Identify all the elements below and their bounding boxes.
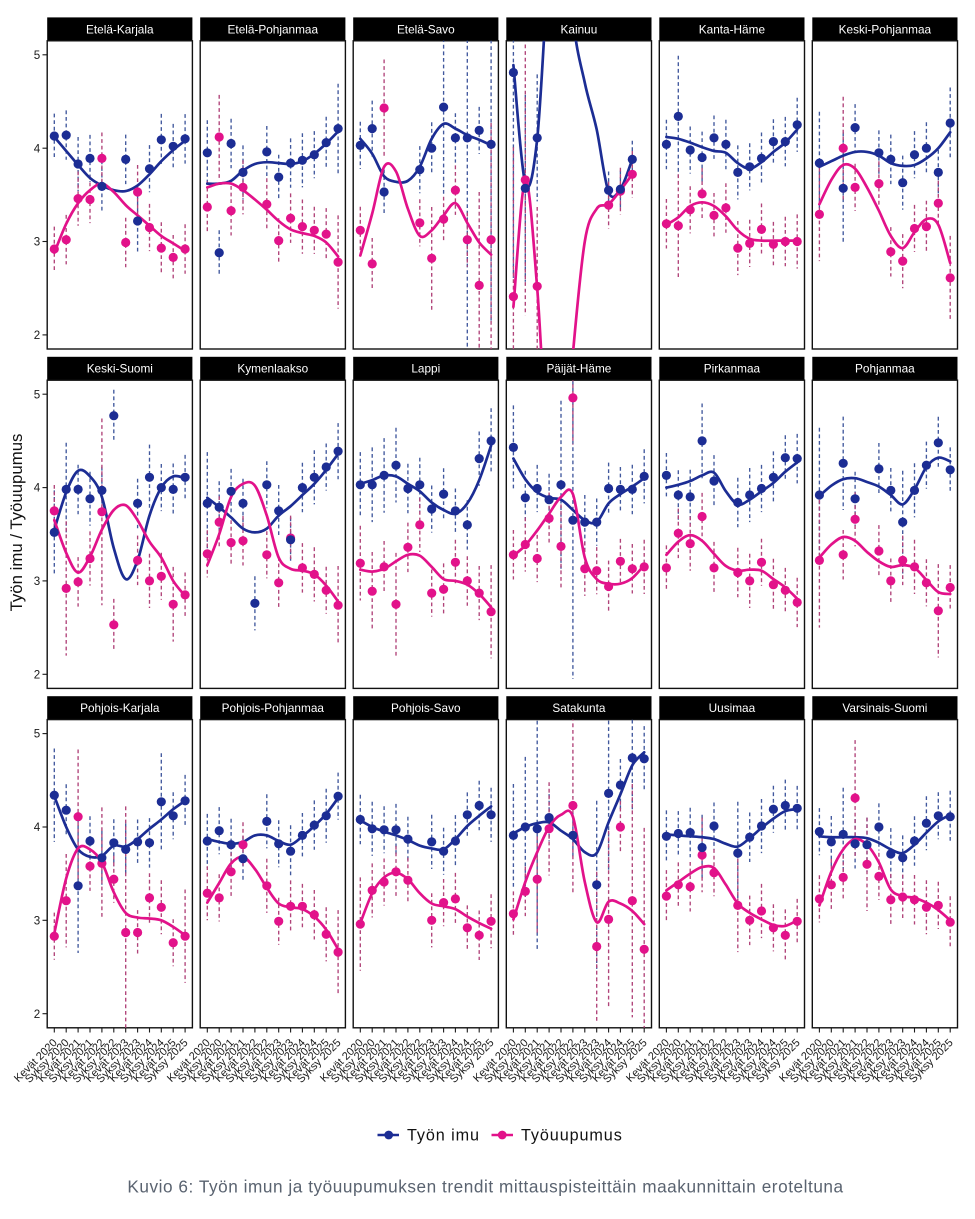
svg-text:Keski-Pohjanmaa: Keski-Pohjanmaa — [839, 22, 932, 36]
svg-text:Etelä-Savo: Etelä-Savo — [397, 22, 455, 36]
svg-text:4: 4 — [34, 142, 41, 155]
svg-text:Etelä-Karjala: Etelä-Karjala — [86, 22, 154, 36]
svg-text:Kuvio 6: Työn imun ja työuupum: Kuvio 6: Työn imun ja työuupumuksen tren… — [127, 1177, 843, 1197]
svg-text:5: 5 — [34, 388, 40, 401]
svg-text:Uusimaa: Uusimaa — [709, 701, 756, 715]
svg-text:Kymenlaakso: Kymenlaakso — [237, 362, 308, 376]
svg-text:4: 4 — [34, 482, 41, 495]
svg-text:2: 2 — [34, 668, 40, 681]
svg-text:Työn imu / Työuupumus: Työn imu / Työuupumus — [7, 434, 26, 612]
svg-text:5: 5 — [34, 728, 40, 741]
svg-text:Työn imu: Työn imu — [407, 1127, 480, 1145]
svg-text:Työuupumus: Työuupumus — [521, 1127, 623, 1145]
svg-text:3: 3 — [34, 575, 40, 588]
svg-text:Varsinais-Suomi: Varsinais-Suomi — [842, 701, 927, 715]
svg-text:Pirkanmaa: Pirkanmaa — [704, 362, 761, 376]
svg-text:3: 3 — [34, 236, 40, 249]
svg-text:4: 4 — [34, 821, 41, 834]
svg-text:Pohjanmaa: Pohjanmaa — [855, 362, 915, 376]
svg-text:Kainuu: Kainuu — [561, 22, 598, 36]
svg-text:Etelä-Pohjanmaa: Etelä-Pohjanmaa — [228, 22, 319, 36]
svg-text:Pohjois-Savo: Pohjois-Savo — [391, 701, 461, 715]
svg-text:Lappi: Lappi — [411, 362, 440, 376]
svg-text:Keski-Suomi: Keski-Suomi — [87, 362, 153, 376]
svg-text:2: 2 — [34, 1008, 40, 1021]
svg-text:5: 5 — [34, 49, 40, 62]
svg-text:3: 3 — [34, 914, 40, 927]
svg-text:Pohjois-Karjala: Pohjois-Karjala — [80, 701, 160, 715]
svg-text:Kanta-Häme: Kanta-Häme — [699, 22, 766, 36]
svg-text:Pohjois-Pohjanmaa: Pohjois-Pohjanmaa — [222, 701, 325, 715]
svg-text:2: 2 — [34, 329, 40, 342]
svg-text:Päijät-Häme: Päijät-Häme — [546, 362, 611, 376]
svg-text:Satakunta: Satakunta — [552, 701, 606, 715]
